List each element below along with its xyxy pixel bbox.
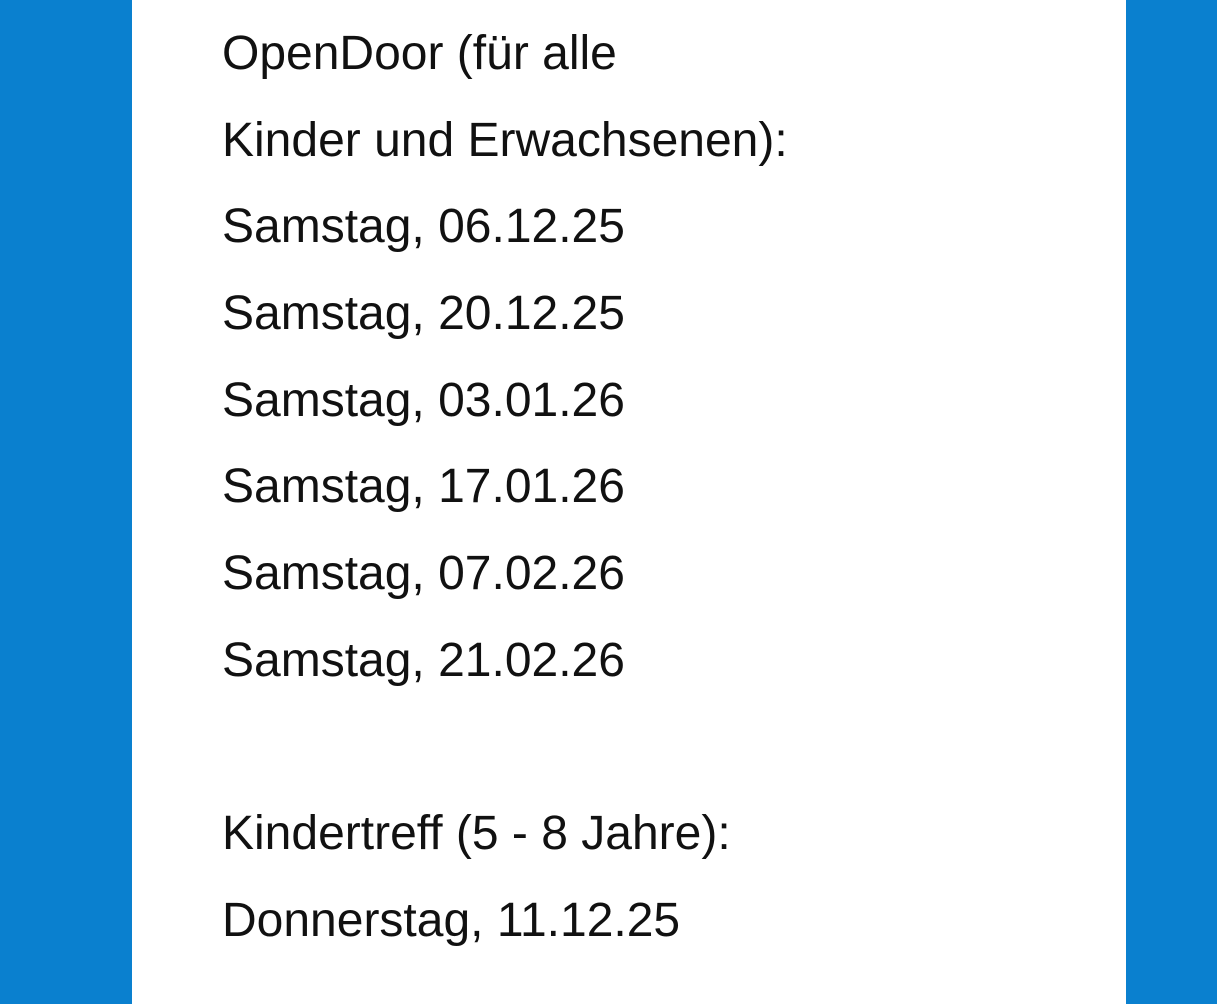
- opendoor-date: Samstag, 07.02.26: [222, 547, 625, 601]
- opendoor-heading-line1: OpenDoor (für alle: [222, 27, 617, 80]
- kindertreff-heading: Kindertreff (5 - 8 Jahre):: [222, 807, 731, 861]
- content-panel: OpenDoor (für alle Kinder und Erwachsene…: [132, 0, 1126, 1004]
- schedule-text: OpenDoor (für alle Kinder und Erwachsene…: [222, 11, 788, 965]
- opendoor-date: Samstag, 03.01.26: [222, 373, 625, 427]
- opendoor-date: Samstag, 06.12.25: [222, 200, 625, 254]
- spacer: [222, 705, 788, 792]
- opendoor-date: Samstag, 20.12.25: [222, 287, 625, 341]
- kindertreff-date: Donnerstag, 11.12.25: [222, 893, 681, 947]
- opendoor-date: Samstag, 21.02.26: [222, 633, 625, 687]
- opendoor-heading-line2: Kinder und Erwachsenen):: [222, 113, 788, 167]
- opendoor-date: Samstag, 17.01.26: [222, 460, 625, 514]
